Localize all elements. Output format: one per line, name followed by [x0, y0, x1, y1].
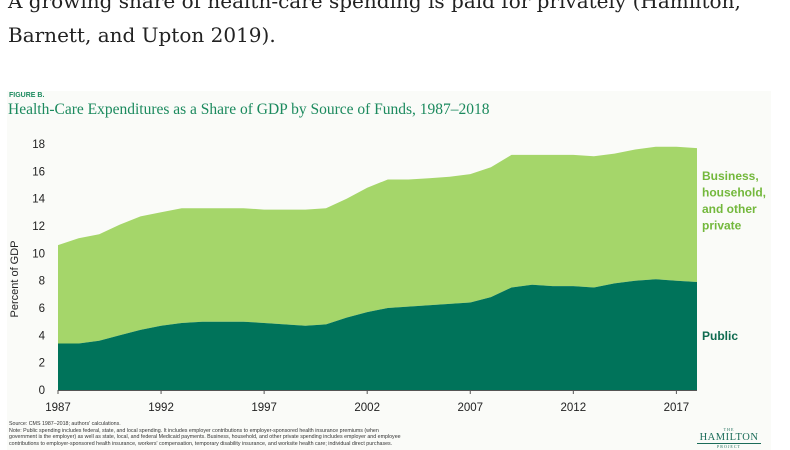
x-tick-label: 2017 [664, 402, 690, 414]
y-tick-label: 14 [32, 194, 45, 206]
y-tick-label: 18 [32, 139, 45, 151]
public-series-label: Public [702, 329, 738, 343]
y-tick-label: 0 [39, 385, 45, 397]
private-spending-area [58, 146, 697, 390]
figure-label: FIGURE B. [9, 92, 45, 99]
x-axis: 1987 1992 1997 2002 2007 2012 2017 [45, 390, 697, 414]
figure-title: Health-Care Expenditures as a Share of G… [8, 101, 490, 118]
series-labels: Business, household, and other private Publi… [702, 169, 766, 343]
chart-areas [58, 146, 697, 390]
hamilton-project-logo: THE HAMILTON PROJECT [697, 427, 761, 450]
note-line: contributions to employer-sponsored heal… [9, 440, 393, 447]
x-tick-label: 2012 [561, 402, 587, 414]
y-tick-label: 4 [39, 330, 46, 342]
private-series-label: and other [702, 202, 757, 216]
x-tick-label: 1987 [45, 402, 71, 414]
figure-notes: Source: CMS 1987–2018; authors' calculat… [9, 421, 529, 447]
note-line: Note: Public spending includes federal, … [9, 427, 379, 434]
y-axis-label: Percent of GDP [9, 240, 21, 317]
y-tick-label: 16 [32, 166, 45, 178]
article-text: A growing share of health-care spending … [8, 0, 741, 47]
logo-name: HAMILTON [697, 432, 761, 444]
y-tick-label: 8 [39, 276, 45, 288]
private-series-label: Business, [702, 169, 759, 183]
x-tick-label: 1992 [148, 402, 174, 414]
public-spending-area [58, 279, 697, 390]
figure: FIGURE B. Health-Care Expenditures as a … [7, 91, 771, 450]
y-tick-label: 12 [32, 221, 45, 233]
private-series-label: household, [702, 186, 766, 200]
note-line: government is the employer) as well as s… [9, 434, 401, 441]
y-tick-label: 6 [39, 303, 45, 315]
private-series-label: private [702, 219, 742, 233]
source-note: Source: CMS 1987–2018; authors' calculat… [9, 421, 121, 427]
logo-bottom: PROJECT [717, 444, 741, 449]
logo-top: THE [723, 427, 735, 432]
y-axis: 0 2 4 6 8 10 12 14 16 18 Percent of GDP [9, 139, 46, 397]
x-tick-label: 1997 [251, 402, 277, 414]
x-tick-label: 2007 [457, 402, 483, 414]
y-tick-label: 10 [32, 248, 45, 260]
x-tick-label: 2002 [354, 402, 380, 414]
y-tick-label: 2 [39, 358, 45, 370]
